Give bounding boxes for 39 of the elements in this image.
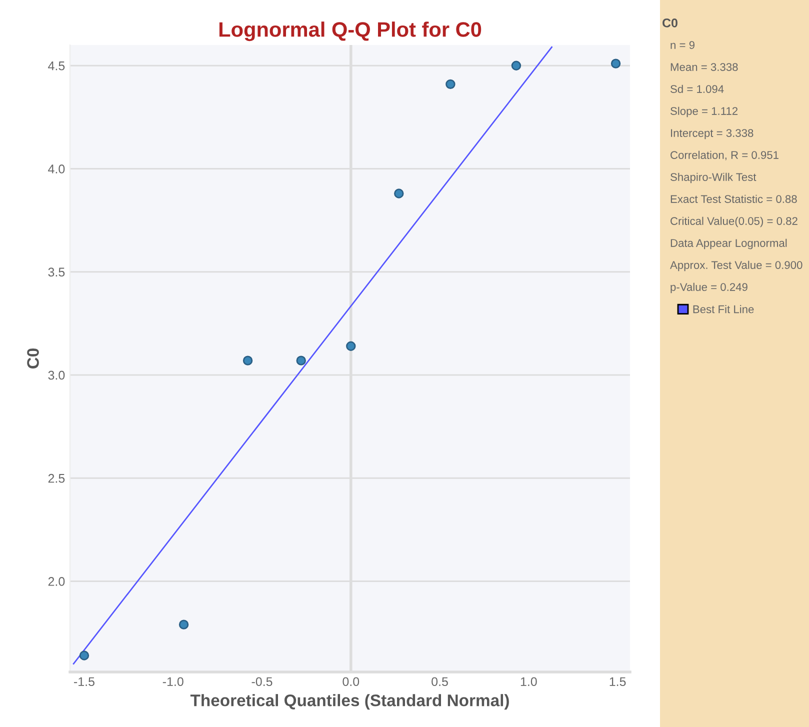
text: Data Appear Lognormal (670, 238, 787, 250)
y-tick-label: 3.5 (48, 268, 65, 277)
y-tick-label: 4.0 (48, 164, 65, 174)
point (296, 356, 306, 366)
text: Intercept = 3.338 (671, 129, 754, 140)
point (79, 650, 90, 660)
text: Sd = 1.094 (670, 84, 724, 93)
x-tick-label: -0.5 (252, 677, 272, 686)
text: Shapiro-Wilk Test (670, 172, 756, 184)
y-tick-label: 4.5 (48, 62, 65, 70)
x-tick-label: 1.5 (610, 677, 626, 686)
x-tick-label: 0.5 (432, 677, 448, 686)
text: Correlation, R = 0.951 (670, 150, 778, 160)
legend-label: Best Fit Line (693, 305, 754, 314)
point (446, 79, 456, 90)
text: Approx. Test Value = 0.900 (670, 260, 802, 272)
x-axis-title: Theoretical Quantiles (Standard Normal) (190, 694, 509, 710)
text: p-Value = 0.249 (670, 282, 748, 294)
point (178, 620, 189, 630)
point (346, 341, 356, 351)
x-tick-label: 0.0 (342, 677, 360, 686)
text: Slope = 1.112 (670, 106, 738, 118)
point (511, 60, 522, 70)
y-axis-title: C0 (27, 348, 39, 368)
text: C0 (662, 18, 678, 28)
text: Mean = 3.338 (670, 63, 738, 71)
chart-title: Lognormal Q-Q Plot for C0 (219, 22, 482, 42)
y-tick-label: 3.0 (48, 370, 65, 380)
y-tick-label: 2.5 (48, 474, 65, 483)
text: n = 9 (670, 41, 694, 49)
x-tick-label: 1.0 (520, 677, 537, 686)
text: Critical Value(0.05) = 0.82 (670, 216, 798, 228)
point (610, 58, 621, 68)
point (394, 188, 404, 198)
text: Exact Test Statistic = 0.88 (670, 194, 797, 203)
x-tick-label: -1.5 (74, 677, 94, 686)
y-tick-label: 2.0 (48, 577, 65, 586)
x-tick-label: -1.0 (162, 677, 184, 686)
point (242, 356, 253, 366)
